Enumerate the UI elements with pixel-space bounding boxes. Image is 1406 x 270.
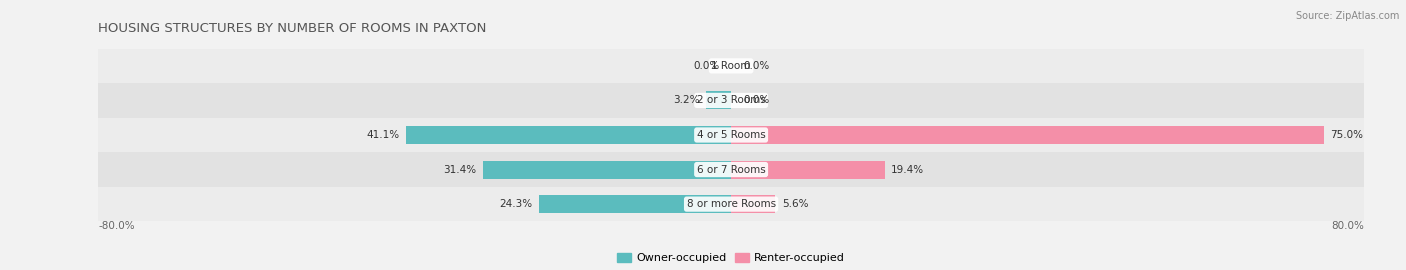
Bar [98,49,1364,83]
Bar [98,118,1364,152]
Text: 0.0%: 0.0% [742,95,769,106]
Bar [731,161,884,178]
Text: 4 or 5 Rooms: 4 or 5 Rooms [697,130,765,140]
Bar [731,195,776,213]
Text: 19.4%: 19.4% [891,164,924,175]
Text: 75.0%: 75.0% [1330,130,1364,140]
Text: 5.6%: 5.6% [782,199,808,209]
Text: 31.4%: 31.4% [443,164,477,175]
Bar [98,152,1364,187]
Text: 1 Room: 1 Room [711,61,751,71]
Bar [731,126,1324,144]
Text: 0.0%: 0.0% [742,61,769,71]
Bar [98,187,1364,221]
Text: HOUSING STRUCTURES BY NUMBER OF ROOMS IN PAXTON: HOUSING STRUCTURES BY NUMBER OF ROOMS IN… [98,22,486,35]
Text: 6 or 7 Rooms: 6 or 7 Rooms [697,164,765,175]
Text: Source: ZipAtlas.com: Source: ZipAtlas.com [1295,11,1399,21]
Bar [706,92,731,109]
Text: -80.0%: -80.0% [98,221,135,231]
Text: 3.2%: 3.2% [673,95,699,106]
Text: 24.3%: 24.3% [499,199,533,209]
Text: 41.1%: 41.1% [367,130,399,140]
Text: 2 or 3 Rooms: 2 or 3 Rooms [697,95,765,106]
Bar [482,161,731,178]
Text: 80.0%: 80.0% [1331,221,1364,231]
Bar [98,83,1364,118]
Text: 0.0%: 0.0% [693,61,720,71]
Bar [538,195,731,213]
Text: 8 or more Rooms: 8 or more Rooms [686,199,776,209]
Legend: Owner-occupied, Renter-occupied: Owner-occupied, Renter-occupied [613,248,849,268]
Bar [406,126,731,144]
